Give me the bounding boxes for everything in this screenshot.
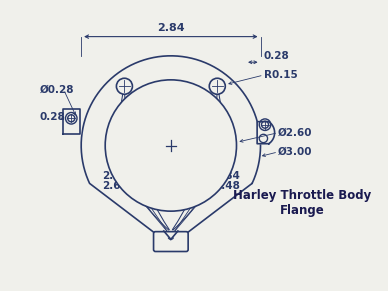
Text: 2.84: 2.84 <box>214 171 240 181</box>
Text: 2.46" or 62mm: 2.46" or 62mm <box>122 123 220 136</box>
Polygon shape <box>81 56 260 251</box>
Text: 0.28: 0.28 <box>264 51 289 61</box>
Text: Velocity Stack ID: Velocity Stack ID <box>115 112 227 125</box>
Text: Harley Throttle Body
Flange: Harley Throttle Body Flange <box>233 189 371 217</box>
Text: 2.84: 2.84 <box>102 171 128 181</box>
Text: Ø0.28: Ø0.28 <box>40 84 74 95</box>
Text: 2.84: 2.84 <box>157 23 185 33</box>
Polygon shape <box>63 109 80 134</box>
Text: Ø3.00: Ø3.00 <box>278 147 313 157</box>
Polygon shape <box>257 122 275 144</box>
Circle shape <box>105 80 237 211</box>
Text: 2.48: 2.48 <box>214 182 240 191</box>
Circle shape <box>209 78 225 94</box>
FancyBboxPatch shape <box>154 232 188 251</box>
Text: 0.28: 0.28 <box>40 112 65 122</box>
Text: Ø2.60: Ø2.60 <box>278 128 313 138</box>
Circle shape <box>116 78 132 94</box>
Text: 2.62: 2.62 <box>102 182 128 191</box>
Text: R0.15: R0.15 <box>264 70 298 80</box>
